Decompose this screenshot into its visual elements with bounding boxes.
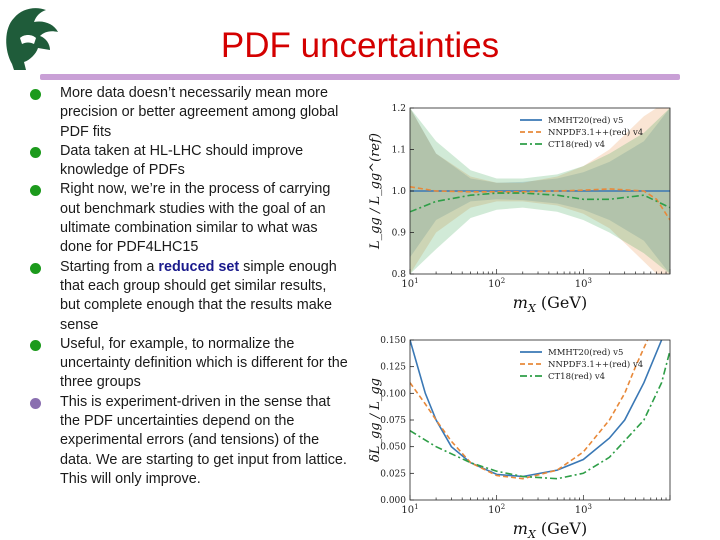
bullet-dot-icon [30,339,41,351]
y-tick-label: 0.100 [380,389,406,399]
legend-label-3: CT18(red) v4 [548,371,605,382]
x-tick-label: 103 [575,503,592,516]
x-tick-label: 103 [575,277,592,290]
bullet-item: Useful, for example, to normalize the un… [30,335,348,393]
legend-label-1: MMHT20(red) v5 [548,115,623,126]
legend-label-1: MMHT20(red) v5 [548,347,623,358]
legend-label-2: NNPDF3.1++(red) v4 [548,127,643,138]
luminosity-uncertainty-chart: 0.000 0.025 0.050 0.075 0.100 0.125 0.150 101 10… [368,336,671,540]
y-tick-label: 0.9 [392,229,407,239]
title-underline [40,74,680,80]
series-line-3 [410,350,670,480]
bullet-text: Right now, we’re in the process of carry… [60,181,331,256]
legend-label-2: NNPDF3.1++(red) v4 [548,359,643,370]
spartan-helmet-icon [6,8,59,71]
bullet-dot-icon [30,397,41,409]
bullet-dot-icon [30,146,41,158]
y-tick-label: 0.075 [380,416,406,426]
y-tick-label: 0.125 [380,363,406,373]
plot-area [410,108,670,274]
bullet-list: More data doesn’t necessarily mean more … [30,84,348,489]
luminosity-ratio-chart: 0.8 0.9 1.0 1.1 1.2 101 102 103 mX (GeV) L_gg / L… [368,104,671,314]
legend-label-3: CT18(red) v4 [548,139,605,150]
y-tick-label: 0.8 [392,270,407,280]
x-tick-label: 101 [401,503,418,516]
bullet-item: Starting from a reduced set simple enoug… [30,258,348,335]
y-tick-label: 1.1 [392,146,406,156]
bullet-text: Useful, for example, to normalize the un… [60,335,348,391]
x-tick-label: 101 [401,277,418,290]
y-tick-label: 0.025 [380,469,406,479]
bullet-item: Data taken at HL-LHC should improve know… [30,142,348,181]
bullet-text-pre: Starting from a [60,258,159,275]
x-tick-label: 102 [488,503,505,516]
y-tick-label: 0.150 [380,336,406,346]
bullet-dot-icon [30,185,41,197]
bullet-emphasis: reduced set [158,258,240,275]
x-axis-label: mX (GeV) [513,293,587,314]
bullet-dot-icon [30,262,41,274]
bullet-item: Right now, we’re in the process of carry… [30,180,348,257]
bullet-text: Data taken at HL-LHC should improve know… [60,142,304,179]
series-line-2 [410,340,649,480]
series-line-2 [410,186,670,221]
series-line-3 [410,192,670,213]
bullet-item: More data doesn’t necessarily mean more … [30,84,348,142]
page-title: PDF uncertainties [220,26,500,65]
y-axis-label: L_gg / L_gg^(ref) [368,133,383,250]
y-tick-label: 0.000 [380,496,406,506]
bullet-text: This is experiment-driven in the sense t… [60,393,347,487]
bullet-dot-icon [30,89,41,100]
bullet-text-post: simple enough that each group should get… [60,258,337,333]
x-tick-label: 102 [488,277,505,290]
y-axis-label: δL_gg / L_gg [368,378,383,462]
bullet-item: This is experiment-driven in the sense t… [30,393,348,489]
x-axis-label: mX (GeV) [513,519,587,540]
plot-area [410,340,670,480]
y-tick-label: 1.2 [392,104,406,114]
bullet-text: More data doesn’t necessarily mean more … [60,85,339,140]
y-tick-label: 1.0 [392,187,407,197]
y-tick-label: 0.050 [380,443,406,453]
